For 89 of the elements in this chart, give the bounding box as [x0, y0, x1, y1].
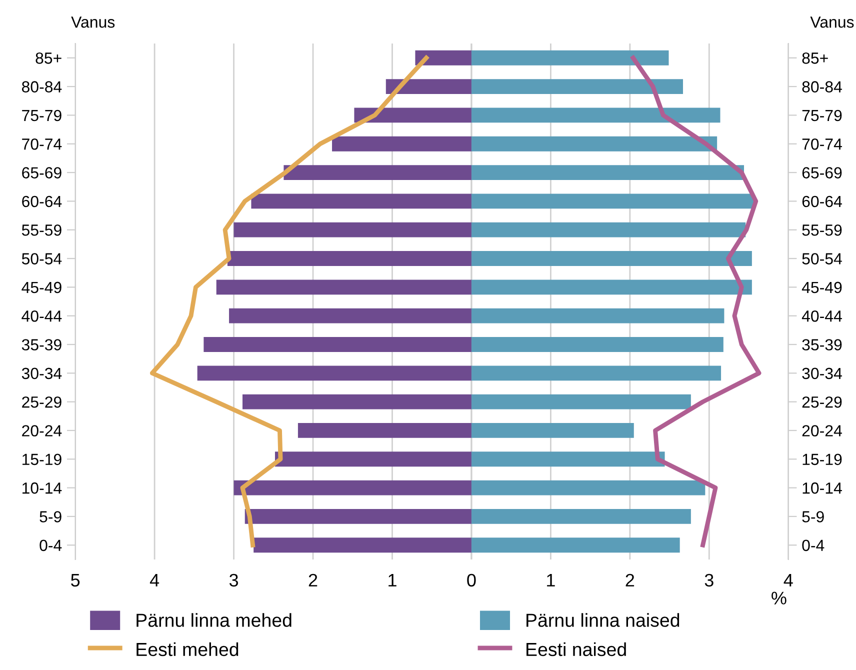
category-label: 30-34 [22, 368, 62, 380]
bar [415, 50, 472, 66]
category-label: 55-59 [22, 224, 62, 236]
x-tick-label: 2 [626, 574, 634, 586]
y-tick-label: 10-14 [802, 482, 842, 494]
x-tick-label: 0 [467, 574, 476, 587]
category-label: 65-69 [22, 167, 62, 178]
bar [274, 452, 472, 467]
category-label: 35-39 [22, 339, 62, 350]
bar [471, 280, 752, 295]
y-tick-label: 65-69 [802, 167, 842, 178]
bar [471, 79, 684, 94]
category-label: 60-64 [22, 196, 62, 208]
y-tick-label: 0-4 [802, 540, 824, 552]
bar [471, 394, 691, 410]
bar [216, 280, 472, 295]
bar [298, 423, 472, 438]
bar [234, 222, 472, 238]
y-tick-label: 15-19 [802, 454, 842, 466]
x-axis-title: % [772, 592, 786, 604]
bar [251, 194, 472, 209]
y-tick-label: 40-44 [802, 310, 842, 322]
x-tick-label: 5 [71, 574, 80, 587]
y-tick-label: 80-84 [802, 81, 842, 92]
y-tick-label: 30-34 [802, 368, 842, 380]
bar [471, 308, 724, 324]
bar [471, 337, 724, 352]
y-tick-label: 85+ [802, 52, 828, 64]
bar [244, 509, 472, 524]
category-label: 25-29 [22, 396, 62, 408]
x-tick-label: 1 [547, 574, 555, 586]
bar [254, 538, 472, 553]
bar [471, 452, 665, 467]
bar [471, 108, 720, 123]
category-label: 10-14 [22, 482, 62, 494]
legend-label: Pärnu linna mehed [136, 613, 292, 627]
bar [234, 480, 472, 496]
x-tick-label: 2 [308, 574, 318, 586]
category-label: 40-44 [22, 310, 62, 322]
bar [227, 251, 472, 266]
y-tick-label: 35-39 [802, 339, 842, 350]
y-axis-title: Vanus [71, 16, 115, 28]
y-tick-label: 55-59 [802, 224, 842, 236]
x-tick-label: 3 [229, 574, 238, 587]
bar [332, 136, 472, 152]
y-tick-label: 25-29 [802, 396, 842, 408]
category-label: 85+ [36, 52, 62, 64]
category-label: 75-79 [22, 110, 62, 122]
bar [471, 509, 691, 524]
x-tick-label: 4 [784, 574, 793, 586]
bar [471, 50, 669, 66]
bar [386, 79, 472, 94]
y-tick-label: 5-9 [802, 511, 824, 522]
category-label: 15-19 [22, 454, 62, 466]
bar [471, 423, 634, 438]
y-tick-label: 70-74 [802, 138, 842, 150]
legend-label: Eesti mehed [136, 642, 238, 656]
category-label: 50-54 [22, 253, 62, 264]
category-label: 70-74 [22, 138, 62, 150]
bar [471, 165, 744, 180]
bar [242, 394, 472, 410]
bar [471, 366, 722, 381]
bar [471, 136, 718, 152]
bar [204, 337, 472, 352]
bar [471, 251, 752, 266]
y-tick-label: 50-54 [802, 253, 842, 264]
x-tick-label: 1 [388, 574, 396, 586]
x-tick-label: 4 [150, 574, 160, 586]
category-label: 20-24 [22, 425, 62, 436]
bar [471, 194, 754, 209]
y-tick-label: 60-64 [802, 196, 842, 208]
category-label: 80-84 [22, 81, 62, 92]
bar [354, 108, 472, 123]
y2-axis-title: Vanus [810, 16, 854, 28]
y-tick-label: 45-49 [802, 282, 842, 294]
category-label: 0-4 [40, 540, 62, 552]
bar [197, 366, 472, 381]
legend-label: Eesti naised [526, 642, 626, 656]
y-tick-label: 20-24 [802, 425, 842, 436]
x-tick-label: 3 [704, 574, 714, 587]
legend-label: Pärnu linna naised [526, 613, 680, 627]
category-label: 45-49 [22, 282, 62, 294]
y-tick-label: 75-79 [802, 110, 842, 122]
bar [471, 480, 706, 496]
bar [229, 308, 472, 324]
category-label: 5-9 [40, 511, 62, 522]
bar [284, 165, 472, 180]
bar [471, 222, 746, 238]
bar [471, 538, 680, 553]
